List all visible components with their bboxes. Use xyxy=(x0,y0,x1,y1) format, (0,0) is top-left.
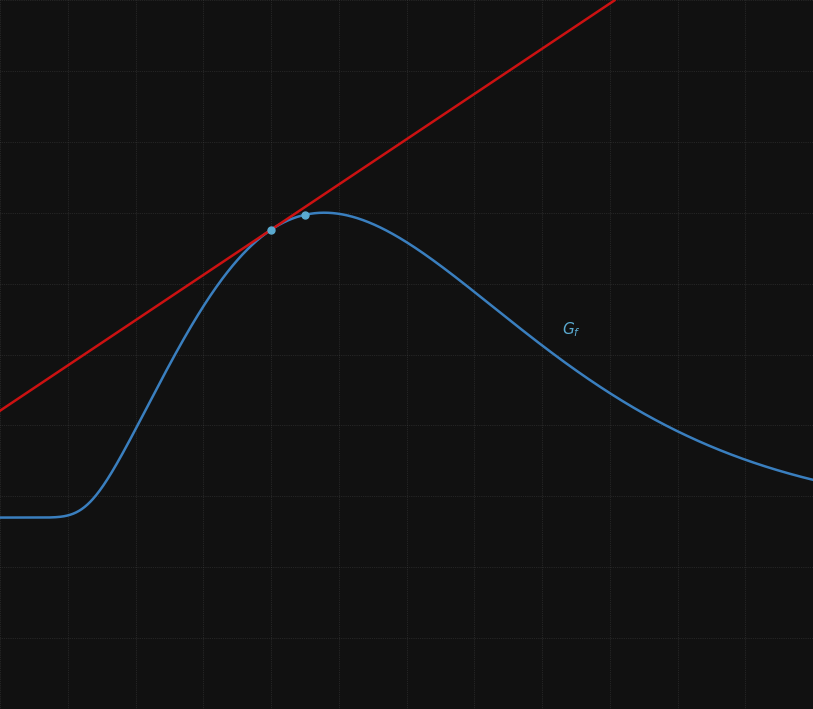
Text: $G_f$: $G_f$ xyxy=(563,320,581,340)
